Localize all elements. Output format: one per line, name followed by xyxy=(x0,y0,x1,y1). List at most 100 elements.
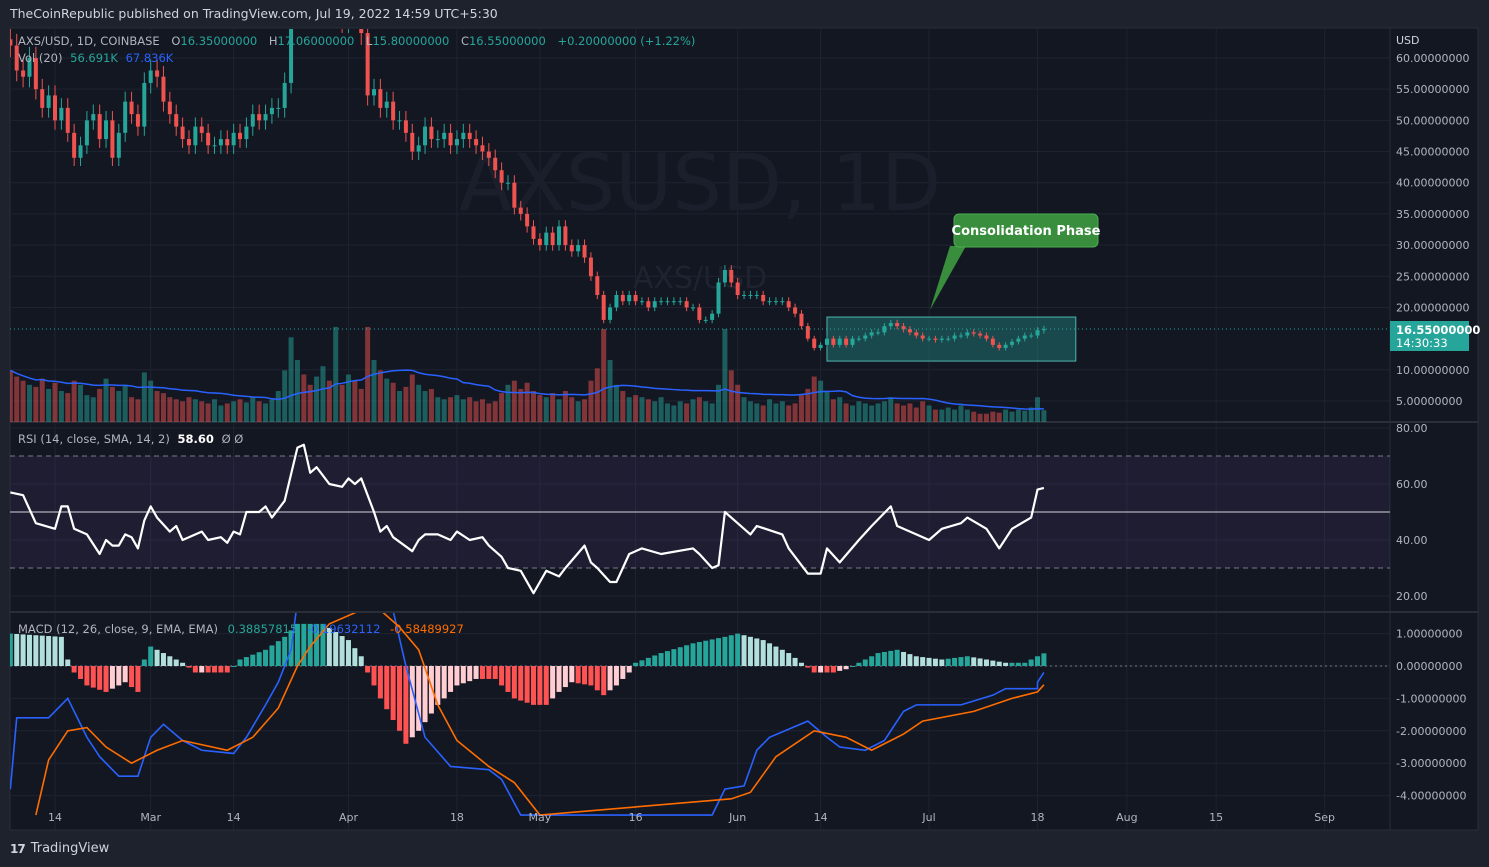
macd-histogram-bar xyxy=(116,666,122,686)
macd-histogram-bar xyxy=(996,661,1002,666)
candle xyxy=(346,8,350,20)
candle xyxy=(971,332,976,334)
candle xyxy=(729,270,734,283)
volume-bar xyxy=(543,397,549,422)
candle xyxy=(327,0,331,8)
volume-bar xyxy=(1003,409,1009,422)
macd-histogram-bar xyxy=(811,666,817,673)
macd-histogram-bar xyxy=(333,631,339,666)
brand-name[interactable]: TradingView xyxy=(30,841,110,856)
rsi-line xyxy=(10,443,1045,595)
candle xyxy=(218,139,223,146)
candle xyxy=(761,294,766,302)
candle xyxy=(110,120,115,158)
candle xyxy=(21,70,26,77)
volume-bar xyxy=(397,391,403,422)
candle xyxy=(793,307,798,314)
annotation-callout[interactable]: Consolidation Phase xyxy=(930,213,1101,310)
macd_axis-tick-label: -2.00000000 xyxy=(1396,725,1466,738)
volume-bar xyxy=(735,384,741,422)
rsi_axis-tick-label: 60.00 xyxy=(1396,478,1428,491)
macd-histogram-bar xyxy=(837,666,843,671)
candle xyxy=(1029,335,1034,337)
volume-bar xyxy=(154,391,160,422)
volume-bar xyxy=(263,403,269,422)
volume-bar xyxy=(231,401,237,422)
volume-bar xyxy=(645,399,651,422)
volume-bar xyxy=(326,380,332,422)
macd-histogram-bar xyxy=(939,659,945,666)
macd-histogram-bar xyxy=(518,666,524,701)
candle xyxy=(614,294,619,308)
volume-bar xyxy=(773,403,779,422)
candle xyxy=(608,307,613,320)
time-axis-label: 18 xyxy=(450,811,464,824)
candle xyxy=(72,132,77,158)
consolidation-rectangle xyxy=(826,316,1077,362)
macd-histogram-bar xyxy=(575,666,581,684)
macd-histogram-bar xyxy=(428,666,434,714)
volume-bar xyxy=(869,405,875,422)
macd-histogram-bar xyxy=(792,657,798,666)
volume-bar xyxy=(20,380,26,422)
macd-histogram-bar xyxy=(14,634,20,666)
macd-histogram-bar xyxy=(282,636,288,666)
candle xyxy=(123,101,128,133)
candle xyxy=(754,294,759,296)
annotation-pointer xyxy=(930,246,966,310)
macd-histogram-bar xyxy=(607,666,613,691)
price_axis-tick-label: 5.00000000 xyxy=(1396,395,1462,408)
candle xyxy=(442,132,447,140)
candle xyxy=(939,338,944,340)
macd-histogram-bar xyxy=(569,666,575,683)
candle xyxy=(429,126,434,140)
volume-bar xyxy=(486,403,492,422)
candle xyxy=(493,157,498,171)
candle xyxy=(563,226,568,246)
volume-bar xyxy=(824,391,830,422)
volume-bar xyxy=(33,386,39,422)
candle xyxy=(225,139,230,146)
legend-symbol[interactable]: AXS/USD, 1D, COINBASE xyxy=(18,34,160,48)
macd-histogram-bar xyxy=(850,666,855,667)
macd-histogram-bar xyxy=(556,666,562,692)
time-axis-label: 15 xyxy=(1209,811,1223,824)
candle xyxy=(53,95,57,121)
macd-histogram-bar xyxy=(741,635,747,666)
time-axis-label: Sep xyxy=(1314,811,1335,824)
volume-bar xyxy=(390,382,396,422)
macd-histogram-bar xyxy=(314,623,320,666)
signal-line xyxy=(35,613,1045,816)
tradingview-logo-icon[interactable]: 17 xyxy=(10,841,26,856)
candle xyxy=(856,338,861,340)
volume-bar xyxy=(314,376,320,422)
macd-histogram-bar xyxy=(945,658,951,666)
candle xyxy=(27,58,32,77)
volume-bar xyxy=(926,405,932,422)
consolidation-zone xyxy=(826,316,1077,362)
candle xyxy=(767,301,772,303)
candle xyxy=(97,114,102,140)
macd-histogram-bar xyxy=(901,651,907,666)
axes[interactable]: 14 Mar 14 Apr 18 May 16 Jun 14 Jul 18 Aug 15 Sep 60.00… xyxy=(48,52,1469,824)
volume-bar xyxy=(448,397,454,422)
candle xyxy=(831,338,836,345)
macd-histogram-bar xyxy=(52,636,58,666)
macd-histogram-bar xyxy=(747,636,753,666)
macd-histogram-bar xyxy=(537,666,543,705)
candle xyxy=(410,132,415,152)
candle xyxy=(512,182,517,208)
macd-histogram-bar xyxy=(460,666,466,684)
candle xyxy=(895,323,900,327)
volume-bar xyxy=(307,384,313,422)
publish-info: TheCoinRepublic published on TradingView… xyxy=(10,6,498,21)
price_axis-tick-label: 60.00000000 xyxy=(1396,52,1469,65)
macd-histogram-bar xyxy=(39,635,45,666)
candle xyxy=(984,335,989,339)
candle xyxy=(486,151,491,158)
volume-bar xyxy=(97,388,103,422)
candle xyxy=(742,294,747,296)
volume-bar xyxy=(282,370,288,422)
volume-bar xyxy=(1009,411,1015,422)
